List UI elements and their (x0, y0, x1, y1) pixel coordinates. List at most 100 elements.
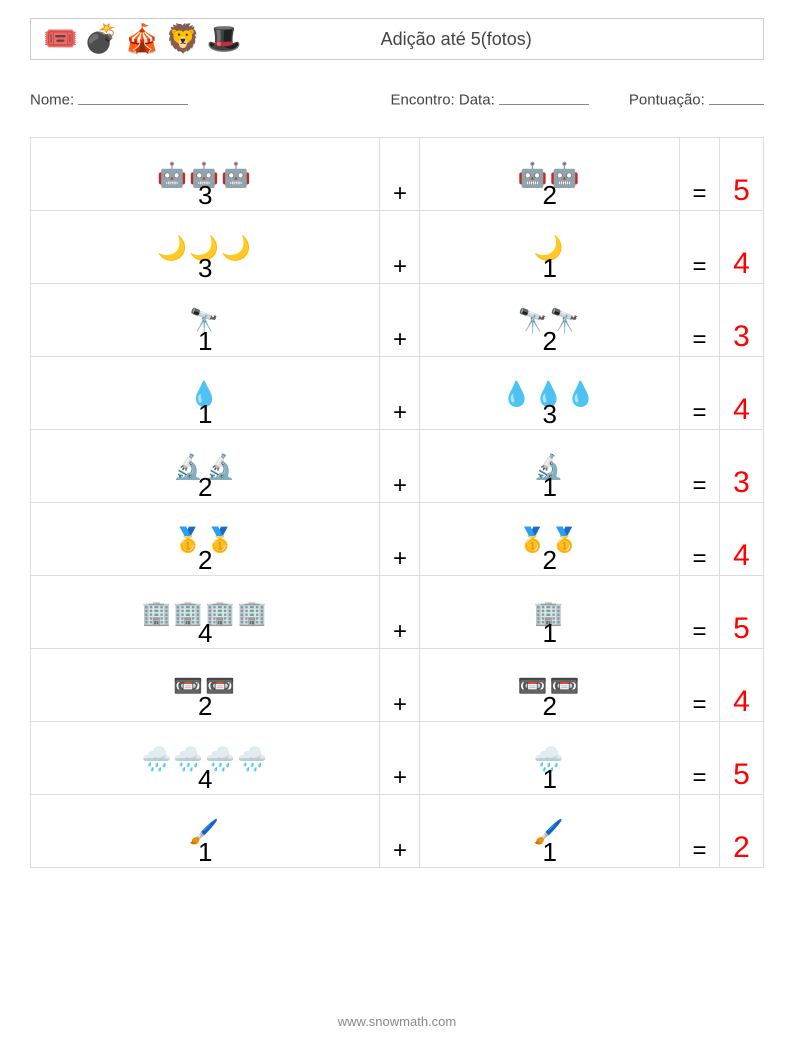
operator: + (380, 429, 420, 502)
problem-row: 📼📼2+📼📼2=4 (31, 648, 764, 721)
equals-sign: = (680, 648, 720, 721)
ticket-icon: 🎟️ (43, 25, 78, 53)
name-label: Nome: (30, 92, 74, 109)
cannon-icon: 💣 (84, 25, 119, 53)
answer: 3 (720, 429, 764, 502)
answer: 5 (720, 575, 764, 648)
answer: 4 (720, 648, 764, 721)
right-number: 1 (424, 474, 675, 500)
equals-sign: = (680, 356, 720, 429)
header-decoration-icons: 🎟️ 💣 🎪 🦁 🎩 (43, 25, 241, 53)
right-operand: 🤖🤖2 (420, 137, 680, 210)
answer: 3 (720, 283, 764, 356)
operator: + (380, 721, 420, 794)
score-field: Pontuação: (629, 88, 764, 109)
name-blank (78, 88, 188, 105)
answer: 4 (720, 210, 764, 283)
problem-row: 🌙🌙🌙3+🌙1=4 (31, 210, 764, 283)
right-number: 3 (424, 401, 675, 427)
equals-sign: = (680, 283, 720, 356)
equals-sign: = (680, 721, 720, 794)
left-number: 1 (35, 328, 375, 354)
equals-sign: = (680, 137, 720, 210)
problem-row: 🏢🏢🏢🏢4+🏢1=5 (31, 575, 764, 648)
left-number: 2 (35, 474, 375, 500)
left-number: 4 (35, 766, 375, 792)
circus-icon: 🎪 (125, 25, 160, 53)
worksheet-title: Adição até 5(fotos) (241, 29, 751, 50)
operator: + (380, 137, 420, 210)
right-number: 2 (424, 547, 675, 573)
right-operand: 🌧️1 (420, 721, 680, 794)
left-operand: 🌧️🌧️🌧️🌧️4 (31, 721, 380, 794)
date-label: Encontro: Data: (391, 92, 495, 109)
left-operand: 💧1 (31, 356, 380, 429)
left-number: 2 (35, 693, 375, 719)
left-number: 3 (35, 182, 375, 208)
right-number: 2 (424, 693, 675, 719)
left-operand: 🔬🔬2 (31, 429, 380, 502)
right-operand: 🖌️1 (420, 794, 680, 867)
problem-row: 💧1+💧💧💧3=4 (31, 356, 764, 429)
info-line: Nome: Encontro: Data: Pontuação: (30, 88, 764, 109)
right-number: 2 (424, 328, 675, 354)
date-field: Encontro: Data: (391, 88, 589, 109)
worksheet-header: 🎟️ 💣 🎪 🦁 🎩 Adição até 5(fotos) (30, 18, 764, 60)
right-operand: 📼📼2 (420, 648, 680, 721)
operator: + (380, 283, 420, 356)
right-operand: 🥇🥇2 (420, 502, 680, 575)
score-blank (709, 88, 764, 105)
operator: + (380, 502, 420, 575)
equals-sign: = (680, 429, 720, 502)
answer: 4 (720, 502, 764, 575)
right-number: 1 (424, 255, 675, 281)
score-label: Pontuação: (629, 92, 705, 109)
date-blank (499, 88, 589, 105)
problem-row: 🔬🔬2+🔬1=3 (31, 429, 764, 502)
problem-row: 🖌️1+🖌️1=2 (31, 794, 764, 867)
right-operand: 💧💧💧3 (420, 356, 680, 429)
left-operand: 🥇🥇2 (31, 502, 380, 575)
equals-sign: = (680, 502, 720, 575)
name-field: Nome: (30, 88, 188, 109)
left-operand: 🖌️1 (31, 794, 380, 867)
tophat-icon: 🎩 (207, 25, 242, 53)
right-number: 1 (424, 766, 675, 792)
problems-table: 🤖🤖🤖3+🤖🤖2=5🌙🌙🌙3+🌙1=4🔭1+🔭🔭2=3💧1+💧💧💧3=4🔬🔬2+… (30, 137, 764, 868)
answer: 2 (720, 794, 764, 867)
equals-sign: = (680, 794, 720, 867)
footer-link: www.snowmath.com (0, 1014, 794, 1029)
operator: + (380, 794, 420, 867)
operator: + (380, 356, 420, 429)
lion-icon: 🦁 (166, 25, 201, 53)
left-number: 3 (35, 255, 375, 281)
left-number: 4 (35, 620, 375, 646)
problem-row: 🥇🥇2+🥇🥇2=4 (31, 502, 764, 575)
right-number: 2 (424, 182, 675, 208)
right-number: 1 (424, 620, 675, 646)
operator: + (380, 575, 420, 648)
problem-row: 🌧️🌧️🌧️🌧️4+🌧️1=5 (31, 721, 764, 794)
right-operand: 🔬1 (420, 429, 680, 502)
answer: 5 (720, 721, 764, 794)
left-number: 1 (35, 401, 375, 427)
right-operand: 🔭🔭2 (420, 283, 680, 356)
left-operand: 🌙🌙🌙3 (31, 210, 380, 283)
answer: 4 (720, 356, 764, 429)
operator: + (380, 210, 420, 283)
answer: 5 (720, 137, 764, 210)
operator: + (380, 648, 420, 721)
right-number: 1 (424, 839, 675, 865)
equals-sign: = (680, 210, 720, 283)
problem-row: 🔭1+🔭🔭2=3 (31, 283, 764, 356)
left-operand: 🔭1 (31, 283, 380, 356)
right-operand: 🌙1 (420, 210, 680, 283)
left-number: 2 (35, 547, 375, 573)
left-operand: 🏢🏢🏢🏢4 (31, 575, 380, 648)
equals-sign: = (680, 575, 720, 648)
problem-row: 🤖🤖🤖3+🤖🤖2=5 (31, 137, 764, 210)
right-operand: 🏢1 (420, 575, 680, 648)
left-number: 1 (35, 839, 375, 865)
left-operand: 📼📼2 (31, 648, 380, 721)
left-operand: 🤖🤖🤖3 (31, 137, 380, 210)
